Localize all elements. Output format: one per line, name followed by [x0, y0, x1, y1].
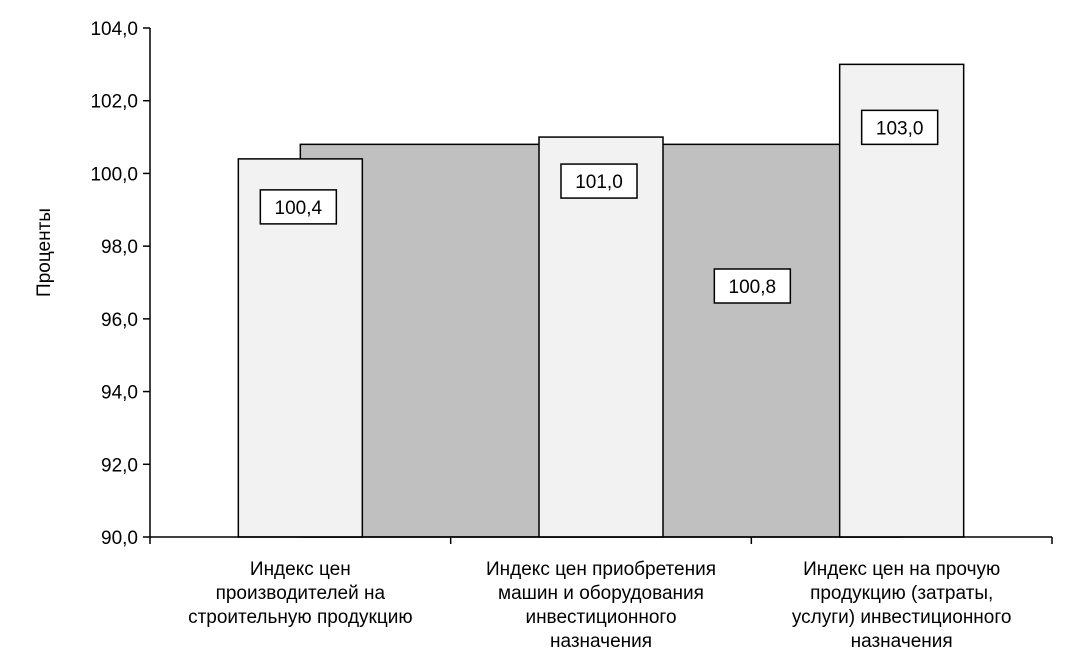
bar	[538, 136, 664, 538]
y-tick-label: 92,0	[101, 455, 138, 476]
data-label-box	[560, 163, 638, 199]
y-tick-label: 94,0	[101, 383, 138, 404]
x-category-label: продукцию (затраты,	[810, 583, 993, 604]
x-category-label: назначения	[550, 631, 652, 652]
x-category-label: услуги) инвестиционного	[792, 607, 1012, 628]
x-category-label: назначения	[851, 631, 953, 652]
data-label: 103,0	[876, 118, 924, 139]
data-label-box	[860, 109, 939, 146]
data-label-box	[713, 268, 792, 304]
x-category-label: строительную продукцию	[188, 607, 413, 628]
x-category-label: Индекс цен приобретения	[486, 559, 716, 580]
data-label-box	[259, 189, 338, 225]
data-label: 100,8	[729, 277, 777, 298]
y-tick-label: 90,0	[101, 528, 138, 549]
y-tick-label: 102,0	[90, 92, 138, 113]
x-category-label: машин и оборудования	[498, 583, 704, 604]
y-tick-label: 96,0	[101, 310, 138, 331]
x-category-label: Индекс цен на прочую	[803, 559, 1000, 580]
data-label: 100,4	[275, 198, 323, 219]
x-category-label: производителей на	[216, 583, 386, 604]
y-tick-label: 98,0	[101, 237, 138, 258]
x-category-label: Индекс цен	[250, 559, 351, 580]
data-label: 101,0	[575, 172, 623, 193]
x-category-label: инвестиционного	[525, 607, 676, 628]
y-tick-label: 100,0	[90, 164, 138, 185]
y-tick-label: 104,0	[90, 19, 138, 40]
y-axis-title: Проценты	[34, 208, 55, 297]
